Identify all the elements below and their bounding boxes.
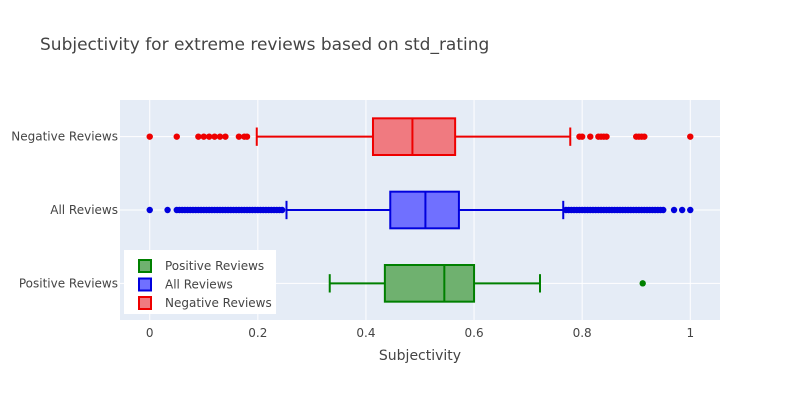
outlier-point: [235, 133, 243, 140]
x-tick-label: 0: [146, 326, 154, 340]
outlier-point: [641, 133, 648, 140]
outlier-point: [146, 133, 153, 140]
outlier-point: [243, 133, 251, 140]
y-tick-label: Negative Reviews: [11, 130, 118, 144]
box-negative-reviews: [146, 117, 694, 157]
legend-label: All Reviews: [165, 278, 233, 292]
legend: Positive Reviews All Reviews Negative Revi…: [124, 250, 276, 314]
box-positive-reviews: [328, 264, 646, 303]
outlier-point: [164, 206, 171, 214]
legend-swatch: [138, 296, 152, 310]
x-tick-label: 0.2: [248, 326, 267, 340]
legend-swatch: [138, 277, 152, 292]
box-series: [146, 117, 694, 303]
x-axis-ticks: 0 0.2 0.4 0.6 0.8 1: [146, 326, 694, 340]
iqr-box: [371, 117, 457, 157]
outlier-point: [200, 133, 207, 140]
box-all-reviews: [146, 190, 694, 230]
outlier-point: [211, 133, 218, 140]
legend-label: Negative Reviews: [165, 296, 272, 310]
outlier-point: [216, 133, 224, 140]
outlier-point: [670, 206, 678, 214]
outlier-point: [195, 133, 202, 140]
outlier-point: [687, 133, 694, 140]
y-tick-label: All Reviews: [50, 203, 118, 217]
x-tick-label: 1: [686, 326, 694, 340]
x-tick-label: 0.6: [465, 326, 484, 340]
outlier-point: [639, 280, 646, 287]
x-axis-label: Subjectivity: [379, 348, 461, 364]
outlier-point: [222, 133, 229, 140]
outlier-point: [587, 133, 594, 140]
y-axis-ticks: Negative Reviews All Reviews Positive Revi…: [11, 130, 118, 291]
outlier-point: [205, 133, 213, 140]
chart-title: Subjectivity for extreme reviews based o…: [40, 35, 489, 55]
outlier-point: [687, 206, 694, 214]
legend-swatch: [138, 259, 152, 273]
outlier-point: [603, 133, 610, 140]
outlier-point: [578, 133, 586, 140]
y-tick-label: Positive Reviews: [19, 276, 118, 290]
iqr-box: [383, 264, 476, 303]
outlier-point: [278, 206, 286, 214]
x-tick-label: 0.8: [573, 326, 592, 340]
outlier-point: [173, 133, 180, 140]
x-tick-label: 0.4: [356, 326, 375, 340]
outlier-point: [146, 206, 153, 214]
outlier-point: [660, 206, 667, 214]
legend-label: Positive Reviews: [165, 259, 264, 273]
outlier-point: [678, 206, 686, 214]
